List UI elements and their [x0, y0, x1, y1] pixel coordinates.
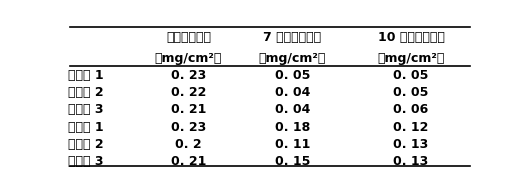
Text: 0. 23: 0. 23 [171, 69, 206, 82]
Text: 0. 13: 0. 13 [393, 138, 428, 151]
Text: 0. 13: 0. 13 [393, 155, 428, 168]
Text: 初始甲醛浓度: 初始甲醛浓度 [166, 31, 211, 44]
Text: 实施例 2: 实施例 2 [68, 86, 103, 99]
Text: 实施例 1: 实施例 1 [68, 69, 103, 82]
Text: 0. 21: 0. 21 [171, 104, 206, 117]
Text: 对比例 1: 对比例 1 [68, 121, 103, 134]
Text: 0. 12: 0. 12 [393, 121, 428, 134]
Text: 0. 06: 0. 06 [393, 104, 428, 117]
Text: 0. 05: 0. 05 [275, 69, 310, 82]
Text: 0. 05: 0. 05 [393, 69, 428, 82]
Text: 10 天后甲醛浓度: 10 天后甲醛浓度 [377, 31, 444, 44]
Text: 0. 04: 0. 04 [275, 86, 310, 99]
Text: （mg/cm²）: （mg/cm²） [155, 52, 222, 65]
Text: 0. 2: 0. 2 [175, 138, 202, 151]
Text: 实施例 3: 实施例 3 [68, 104, 103, 117]
Text: 0. 15: 0. 15 [275, 155, 310, 168]
Text: 0. 23: 0. 23 [171, 121, 206, 134]
Text: 对比例 3: 对比例 3 [68, 155, 103, 168]
Text: （mg/cm²）: （mg/cm²） [377, 52, 445, 65]
Text: 0. 22: 0. 22 [171, 86, 206, 99]
Text: （mg/cm²）: （mg/cm²） [259, 52, 326, 65]
Text: 0. 21: 0. 21 [171, 155, 206, 168]
Text: 0. 04: 0. 04 [275, 104, 310, 117]
Text: 0. 18: 0. 18 [275, 121, 310, 134]
Text: 0. 11: 0. 11 [275, 138, 310, 151]
Text: 0. 05: 0. 05 [393, 86, 428, 99]
Text: 7 天后甲醛浓度: 7 天后甲醛浓度 [264, 31, 321, 44]
Text: 对比例 2: 对比例 2 [68, 138, 103, 151]
